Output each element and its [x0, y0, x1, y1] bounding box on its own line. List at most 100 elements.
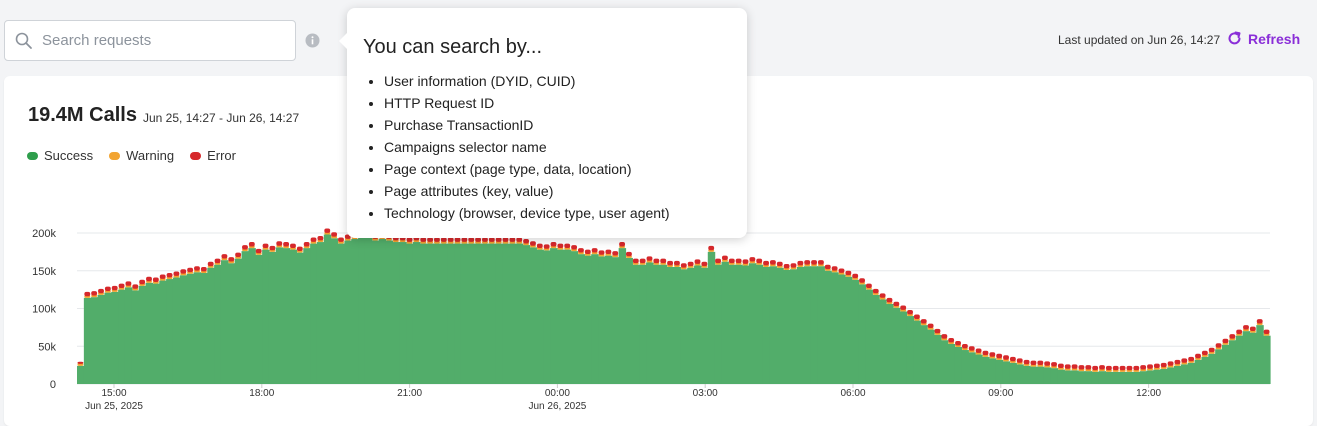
error-bar [530, 241, 536, 246]
success-bar [769, 266, 777, 384]
x-tick-label: 18:00 [249, 388, 274, 399]
error-bar [735, 258, 742, 264]
success-bar [378, 239, 387, 384]
error-bar [338, 237, 344, 242]
success-bar [1036, 366, 1045, 384]
error-bar [1105, 365, 1112, 371]
error-bar [845, 270, 852, 276]
legend-item-warning[interactable]: Warning [109, 148, 174, 163]
success-bar [433, 243, 441, 384]
info-icon[interactable] [305, 33, 320, 48]
error-bar [934, 328, 941, 334]
error-bar [989, 352, 996, 357]
success-bar [77, 365, 85, 384]
error-bar [1147, 364, 1153, 369]
error-bar [550, 242, 557, 247]
calls-area-chart[interactable]: 0 50k 100k 150k 200k 15:00 Jun 25, 2025 18:00 21… [0, 0, 1317, 414]
success-bar [673, 266, 681, 384]
success-bar [954, 347, 963, 384]
error-bar [420, 237, 427, 242]
success-bar [899, 311, 908, 384]
error-bar [502, 237, 509, 242]
error-bar [646, 256, 653, 261]
success-bar [502, 243, 510, 384]
success-bar [700, 267, 709, 384]
success-bar [762, 266, 771, 384]
success-bar [577, 254, 585, 384]
error-bar [715, 258, 721, 264]
success-bar [1057, 369, 1065, 384]
error-bar [276, 241, 283, 246]
success-bar [1222, 344, 1230, 384]
error-bar [125, 281, 132, 286]
success-bar [940, 340, 949, 384]
error-bar [1003, 355, 1009, 360]
success-bar [646, 262, 654, 384]
search-box[interactable] [4, 20, 296, 61]
error-bar [783, 263, 790, 269]
success-bar [1112, 371, 1120, 384]
error-bar [1208, 347, 1215, 353]
success-bar [975, 354, 983, 384]
error-bar [749, 257, 756, 262]
success-bar [460, 243, 469, 384]
success-bar [1071, 370, 1079, 384]
error-bar [653, 258, 660, 264]
error-bar [1236, 329, 1243, 335]
success-bar [1091, 371, 1100, 384]
legend-item-success[interactable]: Success [27, 148, 93, 163]
success-bar [721, 261, 729, 384]
error-bar [1229, 334, 1236, 339]
success-bar [419, 243, 428, 384]
success-bar [865, 289, 873, 384]
refresh-button[interactable]: Refresh [1226, 30, 1300, 47]
success-bar [755, 264, 764, 384]
success-bar [275, 247, 284, 384]
error-bar [660, 258, 667, 264]
success-bar [1002, 361, 1011, 384]
legend-item-error[interactable]: Error [190, 148, 236, 163]
search-icon [15, 32, 32, 49]
error-bar [255, 248, 262, 254]
success-bar [632, 264, 640, 384]
success-bar [310, 243, 318, 384]
error-bar [1071, 364, 1078, 369]
x-tick-date-label: Jun 25, 2025 [85, 401, 143, 412]
success-bar [1180, 364, 1189, 384]
error-bar [290, 243, 296, 248]
error-bar [790, 263, 797, 268]
error-bar [578, 248, 584, 253]
error-bar [317, 236, 324, 241]
popover-item: User information (DYID, CUID) [384, 70, 670, 92]
legend-label-warning: Warning [126, 148, 175, 163]
error-bar [331, 232, 338, 237]
success-bar [796, 266, 805, 384]
error-bar [687, 261, 694, 267]
success-bar [1249, 332, 1257, 384]
success-bar [1064, 370, 1072, 384]
error-bar [269, 245, 276, 251]
success-bar [1023, 365, 1031, 384]
error-bar [1222, 338, 1229, 344]
error-bar [948, 337, 955, 343]
error-bar [214, 258, 221, 264]
success-bar [1139, 371, 1148, 384]
success-bar [248, 248, 256, 384]
popover-title: You can search by... [363, 36, 543, 58]
success-bar [474, 243, 483, 384]
error-bar [187, 267, 194, 273]
x-tick-label: 12:00 [1136, 388, 1161, 399]
success-bar [90, 297, 99, 384]
success-bar [166, 279, 174, 384]
error-bar [248, 242, 255, 247]
error-bar [893, 301, 900, 307]
error-bar [584, 249, 591, 255]
success-bar [371, 240, 380, 384]
search-input[interactable] [40, 20, 295, 61]
success-bar [330, 238, 339, 384]
error-bar [619, 242, 626, 247]
success-bar [337, 243, 345, 384]
error-bar [523, 239, 530, 244]
error-bar [1215, 343, 1222, 348]
success-bar [234, 258, 243, 384]
